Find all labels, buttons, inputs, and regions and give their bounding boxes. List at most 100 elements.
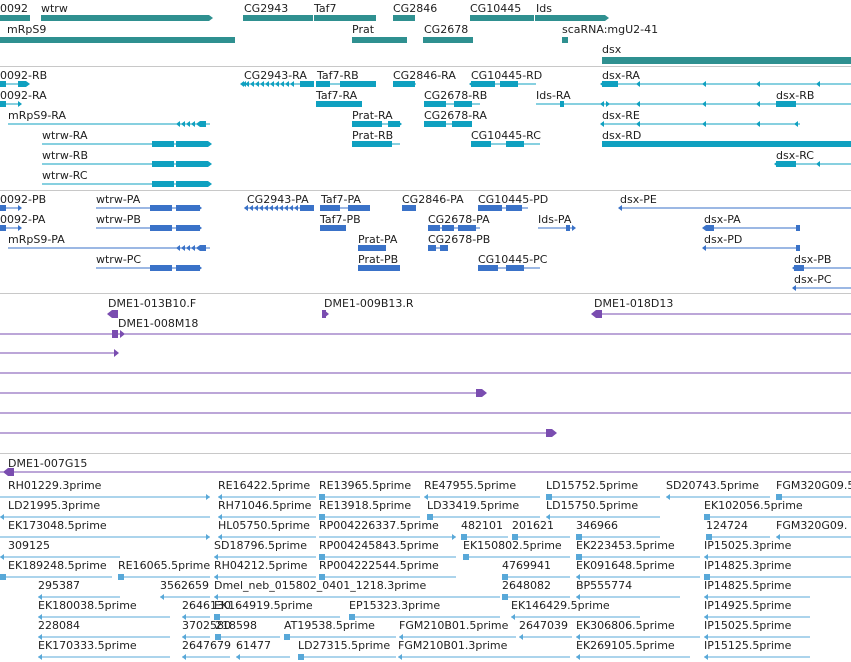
transcript-exon[interactable] [454,101,472,107]
transcript-label[interactable]: dsx-RA [602,69,640,82]
est-label[interactable]: RE47955.5prime [424,479,517,492]
clone-label[interactable]: DME1-007G15 [8,457,88,470]
gene-label[interactable]: scaRNA:mgU2-41 [562,23,659,36]
gene-label[interactable]: Prat [352,23,375,36]
est-block[interactable] [319,494,325,500]
protein-label[interactable]: Prat-PB [358,253,399,266]
transcript-exon[interactable] [776,161,796,167]
est-block[interactable] [214,614,220,620]
transcript-label[interactable]: 0092-RA [0,89,47,102]
transcript-exon[interactable] [340,81,376,87]
transcript-exon[interactable] [566,225,570,231]
transcript-exon[interactable] [478,265,498,271]
est-label[interactable]: FGM320G09. [776,519,848,532]
est-block[interactable] [118,574,124,580]
est-block[interactable] [546,494,552,500]
protein-label[interactable]: mRpS9-PA [8,233,65,246]
transcript-label[interactable]: dsx-RB [776,89,815,102]
transcript-exon[interactable] [424,101,446,107]
est-label[interactable]: LD27315.5prime [298,639,391,652]
protein-label[interactable]: dsx-PC [794,273,832,286]
transcript-exon[interactable] [18,81,26,87]
transcript-exon[interactable] [424,121,446,127]
transcript-label[interactable]: CG2678-RB [424,89,488,102]
transcript-exon[interactable] [388,121,400,127]
est-label[interactable]: RP004226337.5prime [319,519,439,532]
transcript-exon[interactable] [348,205,370,211]
protein-label[interactable]: CG10445-PC [478,253,548,266]
clone-end[interactable] [322,310,326,318]
transcript-label[interactable]: dsx-RD [602,129,642,142]
transcript-label[interactable]: CG2678-RA [424,109,487,122]
est-label[interactable]: RH71046.5prime [218,499,312,512]
transcript-exon[interactable] [440,245,448,251]
est-label[interactable]: EK189248.5prime [8,559,107,572]
est-label[interactable]: EK306806.5prime [576,619,675,632]
transcript-label[interactable]: dsx-RC [776,149,814,162]
est-label[interactable]: 228084 [38,619,80,632]
gene-model[interactable] [314,15,376,21]
transcript-exon[interactable] [300,81,314,87]
protein-label[interactable]: 0092-PB [0,193,47,206]
transcript-label[interactable]: wtrw-RB [42,149,88,162]
est-label[interactable]: 124724 [706,519,748,532]
transcript-exon[interactable] [358,245,386,251]
est-label[interactable]: 295387 [38,579,80,592]
est-block[interactable] [319,514,325,520]
transcript-exon[interactable] [393,81,415,87]
clone-label[interactable]: DME1-009B13.R [324,297,414,310]
transcript-label[interactable]: dsx-RE [602,109,640,122]
transcript-label[interactable]: mRpS9-RA [8,109,67,122]
est-block[interactable] [427,514,433,520]
clone-end[interactable] [112,330,118,338]
protein-label[interactable]: dsx-PD [704,233,743,246]
est-label[interactable]: LD21995.3prime [8,499,101,512]
transcript-exon[interactable] [176,181,208,187]
clone-label[interactable]: DME1-013B10.F [108,297,197,310]
transcript-exon[interactable] [176,141,208,147]
gene-model[interactable] [602,57,851,64]
gene-label[interactable]: wtrw [41,2,68,15]
est-label[interactable]: IP14925.5prime [704,599,792,612]
est-label[interactable]: 218598 [215,619,257,632]
transcript-exon[interactable] [706,225,714,231]
est-label[interactable]: RH01229.3prime [8,479,102,492]
transcript-exon[interactable] [358,265,400,271]
transcript-label[interactable]: 0092-RB [0,69,48,82]
est-block[interactable] [298,654,304,660]
est-label[interactable]: LD15752.5prime [546,479,639,492]
protein-label[interactable]: CG2943-PA [247,193,309,206]
transcript-exon[interactable] [794,265,804,271]
est-label[interactable]: IP15025.3prime [704,539,792,552]
est-block[interactable] [0,574,6,580]
transcript-exon[interactable] [796,225,800,231]
est-label[interactable]: EP15323.3prime [349,599,441,612]
transcript-exon[interactable] [428,225,440,231]
est-block[interactable] [576,534,582,540]
est-label[interactable]: RE16065.5prime [118,559,211,572]
transcript-exon[interactable] [560,101,564,107]
est-block[interactable] [576,554,582,560]
gene-label[interactable]: Taf7 [314,2,337,15]
est-label[interactable]: RE13965.5prime [319,479,412,492]
clone-label[interactable]: DME1-018D13 [594,297,674,310]
transcript-exon[interactable] [176,225,200,231]
transcript-exon[interactable] [320,205,340,211]
protein-label[interactable]: dsx-PB [794,253,832,266]
transcript-label[interactable]: wtrw-RA [42,129,88,142]
protein-label[interactable]: dsx-PA [704,213,741,226]
gene-label[interactable]: CG2846 [393,2,438,15]
transcript-exon[interactable] [506,205,522,211]
transcript-exon[interactable] [0,225,6,231]
est-label[interactable]: EK150802.5prime [463,539,562,552]
transcript-exon[interactable] [300,205,314,211]
protein-label[interactable]: wtrw-PC [96,253,142,266]
gene-model[interactable] [393,15,415,21]
est-label[interactable]: EK180038.5prime [38,599,137,612]
transcript-label[interactable]: CG2846-RA [393,69,456,82]
est-label[interactable]: BP555774 [576,579,633,592]
transcript-exon[interactable] [471,81,495,87]
est-label[interactable]: RP004245843.5prime [319,539,439,552]
transcript-label[interactable]: wtrw-RC [42,169,88,182]
transcript-exon[interactable] [471,141,491,147]
